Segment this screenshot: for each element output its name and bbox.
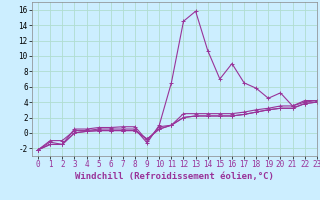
X-axis label: Windchill (Refroidissement éolien,°C): Windchill (Refroidissement éolien,°C) (75, 172, 274, 181)
